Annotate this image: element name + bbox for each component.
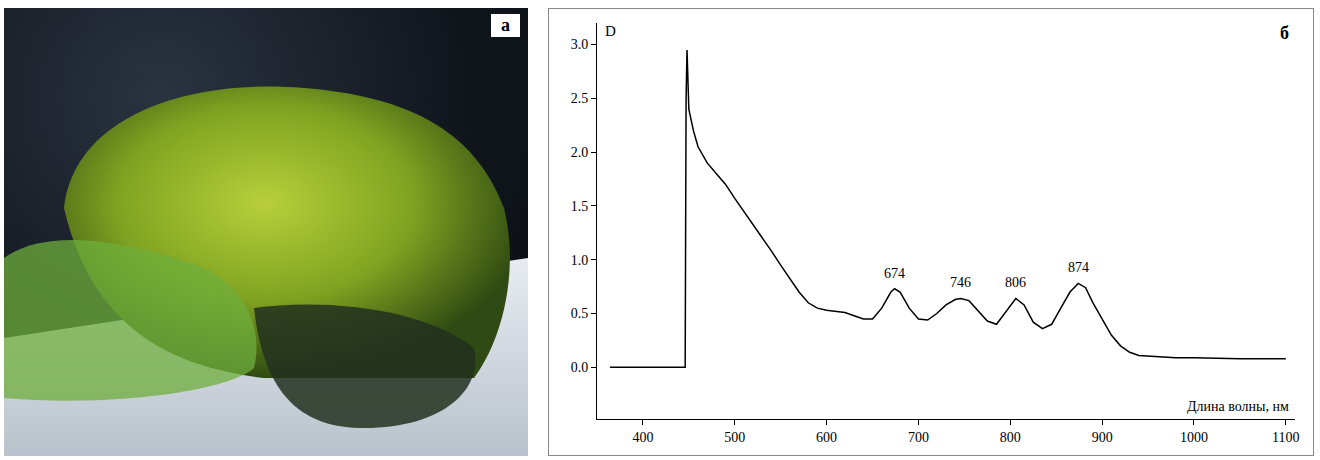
svg-text:900: 900 <box>1092 430 1113 445</box>
svg-text:700: 700 <box>908 430 929 445</box>
svg-text:1000: 1000 <box>1180 430 1208 445</box>
svg-text:1.5: 1.5 <box>571 199 589 214</box>
svg-text:800: 800 <box>1000 430 1021 445</box>
svg-text:874: 874 <box>1068 260 1089 275</box>
svg-text:600: 600 <box>816 430 837 445</box>
svg-text:500: 500 <box>724 430 745 445</box>
svg-text:D: D <box>605 23 616 39</box>
svg-text:2.5: 2.5 <box>571 91 589 106</box>
svg-text:3.0: 3.0 <box>571 37 589 52</box>
html-text:а: а <box>501 15 510 35</box>
svg-text:б: б <box>1280 23 1289 43</box>
svg-text:806: 806 <box>1005 275 1026 290</box>
svg-text:746: 746 <box>950 275 971 290</box>
svg-text:2.0: 2.0 <box>571 145 589 160</box>
svg-text:400: 400 <box>632 430 653 445</box>
svg-text:0.0: 0.0 <box>571 360 589 375</box>
svg-text:1100: 1100 <box>1272 430 1299 445</box>
svg-text:0.5: 0.5 <box>571 306 589 321</box>
svg-text:1.0: 1.0 <box>571 253 589 268</box>
svg-text:Длина волны, нм: Длина волны, нм <box>1187 399 1289 414</box>
svg-text:674: 674 <box>884 266 905 281</box>
